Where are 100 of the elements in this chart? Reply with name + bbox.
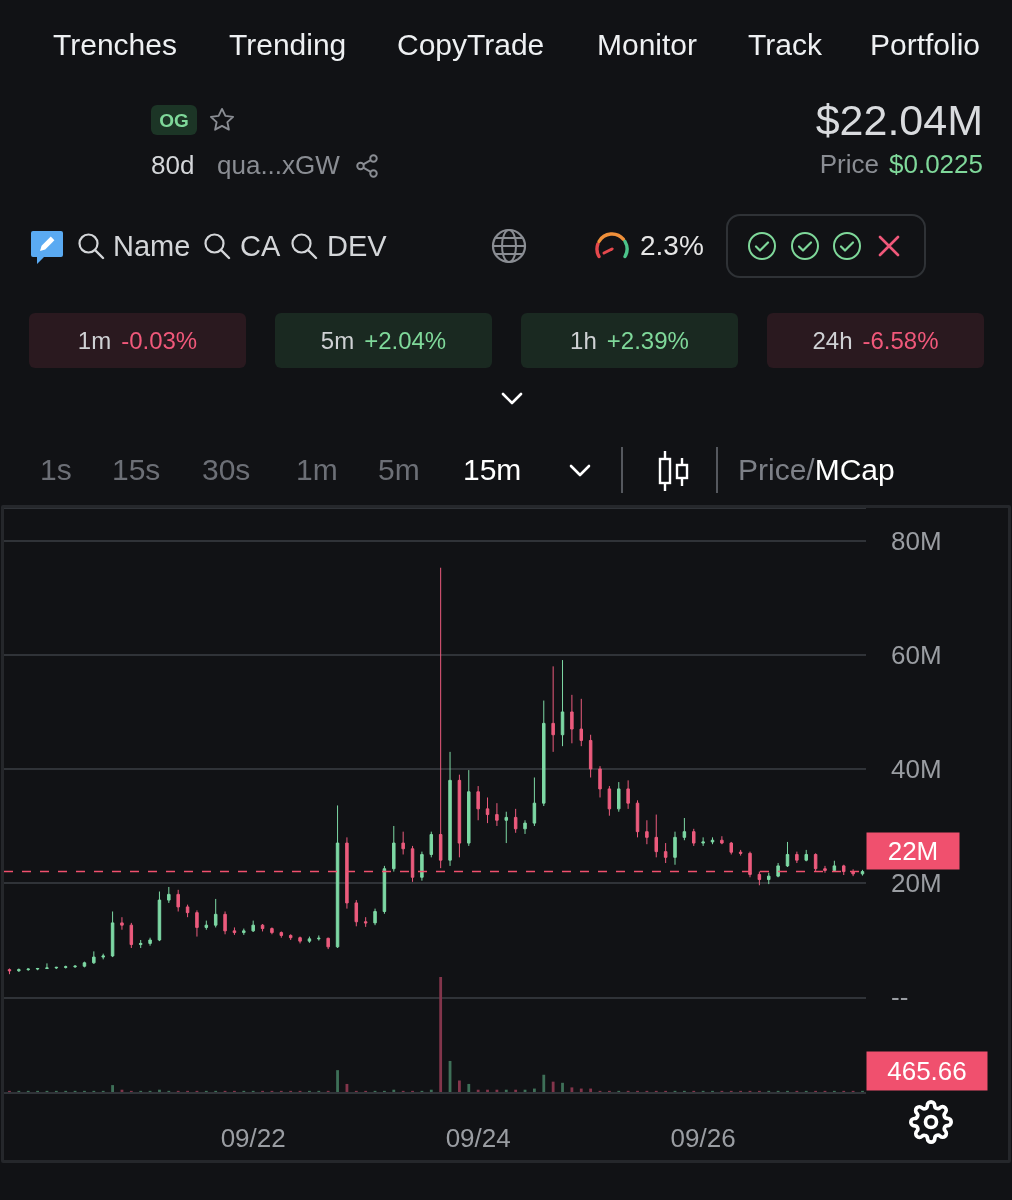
chip: 1h +2.39%	[521, 313, 738, 368]
text: $0.0225	[889, 149, 983, 179]
candlestick	[617, 781, 621, 813]
text: Track	[748, 28, 822, 61]
x-tick-label: 09/24	[445, 1122, 511, 1153]
candlestick	[195, 909, 199, 938]
text: CopyTrade	[397, 28, 545, 61]
candlestick	[17, 968, 21, 973]
candlestick	[213, 898, 218, 928]
candlestick	[373, 908, 377, 926]
candlestick	[7, 968, 12, 975]
badge: OG	[151, 105, 197, 135]
candlestick	[392, 825, 396, 873]
bar	[458, 1080, 461, 1092]
candlestick	[167, 886, 171, 904]
candlestick	[767, 872, 771, 885]
bar	[589, 1088, 593, 1092]
candlestick	[729, 841, 733, 855]
y-tick-label: 40M	[891, 754, 942, 785]
bar	[570, 1087, 574, 1092]
candlestick	[776, 862, 780, 878]
candlestick	[354, 899, 359, 927]
text: Monitor	[597, 28, 698, 61]
text: $22.04M	[815, 95, 983, 144]
candlestick	[129, 922, 134, 949]
text: Trenches	[53, 28, 177, 61]
chip: 1m -0.03%	[29, 313, 246, 368]
bar	[158, 1089, 161, 1092]
candlestick	[101, 953, 105, 960]
bar	[551, 1081, 555, 1092]
text: DEV	[327, 229, 387, 262]
chip: 5m +2.04%	[275, 313, 492, 368]
candlestick	[176, 889, 180, 912]
candlestick	[26, 968, 30, 972]
candlestick	[157, 891, 162, 942]
candlestick	[148, 937, 152, 947]
text: Trending	[229, 28, 347, 61]
candlestick	[92, 950, 96, 965]
candlestick	[457, 774, 462, 858]
candlestick	[138, 939, 143, 949]
candlestick	[54, 966, 59, 970]
candlestick	[73, 964, 77, 969]
candlestick	[738, 849, 743, 857]
candlestick	[401, 831, 405, 855]
text: 1m	[296, 453, 338, 486]
candlestick	[720, 835, 724, 845]
bar	[336, 1070, 339, 1092]
candlestick	[663, 842, 668, 864]
candlestick	[523, 819, 527, 835]
bar	[476, 1089, 480, 1092]
candlestick	[682, 817, 687, 841]
candlestick	[495, 802, 499, 827]
text: Portfolio	[870, 28, 981, 61]
text: CA	[240, 229, 281, 262]
ref-line-label: 22M	[887, 836, 939, 866]
candlestick	[438, 567, 443, 869]
text: 80d	[151, 150, 195, 180]
candlestick	[513, 808, 518, 834]
candlestick	[813, 852, 818, 873]
candlestick	[326, 937, 330, 950]
candlestick	[185, 904, 190, 918]
candlestick	[307, 936, 312, 944]
candlestick	[692, 828, 696, 847]
candlestick	[588, 734, 593, 779]
candlestick	[232, 926, 237, 936]
candlestick	[335, 804, 340, 949]
y-tick-label: 20M	[891, 868, 942, 899]
candlestick	[420, 851, 424, 882]
candlestick	[504, 811, 509, 844]
bar	[486, 1089, 489, 1092]
y-tick-label: 80M	[891, 526, 942, 557]
annotation: 465.66	[887, 1056, 967, 1086]
candlestick	[841, 864, 846, 876]
text: MCap	[814, 453, 895, 486]
text: 5m	[378, 453, 420, 486]
candlestick	[467, 769, 471, 847]
candlestick	[532, 777, 537, 827]
x-tick-label: 09/26	[670, 1122, 736, 1153]
text: Name	[113, 229, 191, 262]
candlestick	[860, 869, 865, 877]
candlestick	[542, 700, 546, 807]
candlestick	[251, 920, 255, 933]
candlestick	[551, 665, 555, 753]
bar	[392, 1089, 396, 1092]
bar	[533, 1088, 536, 1092]
candlestick	[429, 831, 434, 858]
candlestick	[823, 865, 827, 874]
candlestick	[804, 849, 808, 862]
candlestick	[570, 694, 574, 744]
text: Price/	[738, 453, 815, 486]
candlestick	[673, 831, 677, 866]
bar	[111, 1085, 114, 1092]
candlestick	[579, 698, 584, 747]
candlestick	[363, 916, 368, 928]
candlestick	[598, 765, 602, 798]
bar	[467, 1083, 471, 1092]
candlestick	[710, 836, 715, 845]
candlestick	[748, 851, 752, 878]
candlestick	[270, 926, 274, 935]
candlestick	[223, 910, 227, 935]
